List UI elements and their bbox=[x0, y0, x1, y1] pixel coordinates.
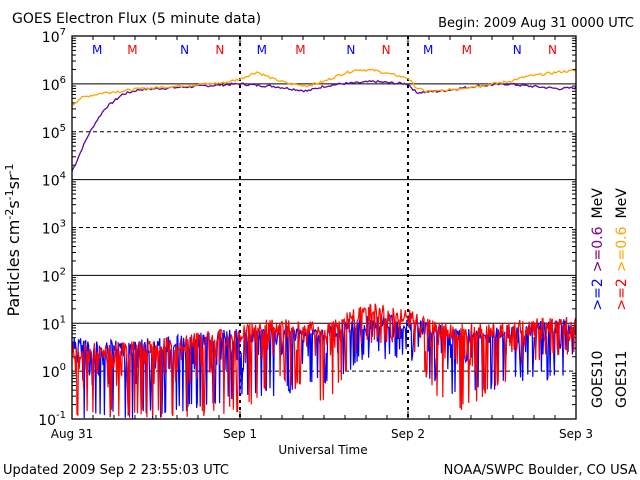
credit-text: NOAA/SWPC Boulder, CO USA bbox=[444, 463, 637, 478]
y-tick-label: 100 bbox=[42, 362, 66, 381]
y-tick-label: 103 bbox=[42, 219, 66, 238]
top-marker-n: N bbox=[548, 43, 557, 57]
begin-date: Begin: 2009 Aug 31 0000 UTC bbox=[438, 16, 634, 31]
legend-entry: GOES10>=2>=0.6MeV bbox=[590, 188, 606, 408]
top-marker-n: N bbox=[215, 43, 224, 57]
plot-area: M M N N M M N N M M N N 107 106 105 104 103 102 101 100 10-1… bbox=[38, 27, 593, 441]
series-goes10-06mev bbox=[71, 79, 577, 172]
x-tick-label: Sep 3 bbox=[559, 427, 593, 441]
y-tick-label: 101 bbox=[42, 314, 66, 333]
top-marker-n: N bbox=[180, 43, 189, 57]
y-tick-label: 107 bbox=[42, 27, 66, 46]
y-tick-label: 10-1 bbox=[38, 410, 66, 429]
top-marker-n: N bbox=[346, 43, 355, 57]
series-goes11-06mev bbox=[71, 68, 577, 107]
top-marker-m: M bbox=[295, 43, 305, 57]
x-tick-label: Aug 31 bbox=[51, 427, 94, 441]
y-tick-label: 106 bbox=[42, 75, 66, 94]
updated-timestamp: Updated 2009 Sep 2 23:55:03 UTC bbox=[3, 463, 229, 478]
top-marker-m: M bbox=[127, 43, 137, 57]
x-axis-label: Universal Time bbox=[278, 443, 367, 457]
top-marker-n: N bbox=[382, 43, 391, 57]
x-tick-label: Sep 2 bbox=[391, 427, 425, 441]
y-tick-label: 105 bbox=[42, 123, 66, 142]
top-marker-m: M bbox=[462, 43, 472, 57]
x-tick-label: Sep 1 bbox=[223, 427, 257, 441]
legend: GOES10>=2>=0.6MeV GOES11>=2>=0.6MeV bbox=[590, 188, 630, 408]
series-goes11-2mev bbox=[71, 303, 577, 418]
top-marker-m: M bbox=[423, 43, 433, 57]
top-marker-n: N bbox=[513, 43, 522, 57]
chart-title: GOES Electron Flux (5 minute data) bbox=[12, 11, 261, 27]
plot-frame bbox=[71, 35, 577, 420]
top-marker-m: M bbox=[92, 43, 102, 57]
top-marker-m: M bbox=[257, 43, 267, 57]
y-tick-label: 102 bbox=[42, 266, 66, 285]
legend-entry: GOES11>=2>=0.6MeV bbox=[614, 188, 630, 408]
y-tick-label: 104 bbox=[42, 171, 66, 190]
y-axis-label: Particles cm-2s-1sr-1 bbox=[3, 163, 23, 316]
